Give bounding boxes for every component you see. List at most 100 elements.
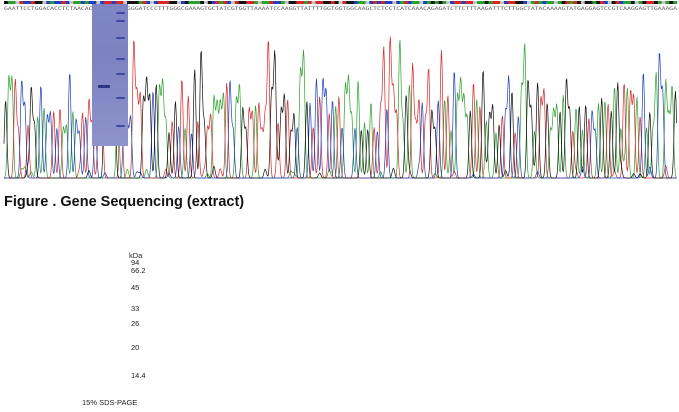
base-color-cell xyxy=(34,1,39,4)
base-color-cell xyxy=(484,1,489,4)
base-color-cell xyxy=(584,1,589,4)
base-color-cell xyxy=(338,1,343,4)
base-color-cell xyxy=(473,1,478,4)
base-color-cell xyxy=(327,1,332,4)
base-color-cell xyxy=(507,1,512,4)
base-color-cell xyxy=(515,1,520,4)
base-color-cell xyxy=(569,1,574,4)
base-color-cell xyxy=(557,1,562,4)
base-color-cell xyxy=(53,1,59,4)
base-color-cell xyxy=(388,1,393,4)
base-color-cell xyxy=(511,1,516,4)
base-color-cell xyxy=(403,1,409,4)
base-color-cell xyxy=(607,1,612,4)
base-color-cell xyxy=(519,1,524,4)
marker-band xyxy=(116,73,125,75)
base-color-cell xyxy=(4,1,9,4)
base-color-cell xyxy=(461,1,466,4)
base-color-cell xyxy=(323,1,328,4)
base-color-cell xyxy=(223,1,228,4)
base-color-cell xyxy=(427,1,432,4)
base-color-cell xyxy=(92,1,97,4)
marker-band xyxy=(116,20,125,22)
base-color-cell xyxy=(153,1,159,4)
base-color-cell xyxy=(653,1,659,4)
sds-page-gel-image xyxy=(92,4,128,146)
base-color-cell xyxy=(623,1,628,4)
base-color-cell xyxy=(380,1,386,4)
base-color-cell xyxy=(384,1,389,4)
base-color-cell xyxy=(261,1,266,4)
base-color-cell xyxy=(469,1,474,4)
base-color-cell xyxy=(296,1,301,4)
base-color-cell xyxy=(373,1,378,4)
base-color-cell xyxy=(73,1,78,4)
base-color-cell xyxy=(200,1,205,4)
base-color-cell xyxy=(350,1,355,4)
base-color-cell xyxy=(630,1,635,4)
base-color-cell xyxy=(15,1,20,4)
marker-band xyxy=(116,125,125,127)
base-color-cell xyxy=(453,1,459,4)
base-color-cell xyxy=(419,1,424,4)
marker-band xyxy=(116,37,125,39)
base-color-cell xyxy=(553,1,559,4)
base-color-cell xyxy=(430,1,436,4)
base-color-cell xyxy=(542,1,547,4)
base-color-strip xyxy=(4,1,678,4)
base-color-cell xyxy=(600,1,605,4)
sequencing-chromatogram: GAATTCCTGGACACCTCTAACACCTCTTCTTGGGGATCCC… xyxy=(3,1,678,179)
base-color-cell xyxy=(457,1,462,4)
base-color-cell xyxy=(465,1,470,4)
base-color-cell xyxy=(203,1,209,4)
base-color-cell xyxy=(669,1,674,4)
base-color-cell xyxy=(377,1,382,4)
base-color-cell xyxy=(123,1,128,4)
base-color-cell xyxy=(219,1,224,4)
base-color-cell xyxy=(61,1,66,4)
marker-label: 45 xyxy=(131,283,140,292)
base-color-cell xyxy=(665,1,670,4)
base-color-cell xyxy=(77,1,82,4)
base-color-cell xyxy=(415,1,420,4)
base-color-cell xyxy=(319,1,324,4)
figure-caption: Figure . Gene Sequencing (extract) xyxy=(4,194,245,210)
base-color-cell xyxy=(165,1,170,4)
base-color-cell xyxy=(157,1,162,4)
marker-label: 14.4 xyxy=(131,371,146,380)
base-color-cell xyxy=(592,1,597,4)
base-color-cell xyxy=(269,1,274,4)
base-color-cell xyxy=(561,1,566,4)
base-color-cell xyxy=(173,1,178,4)
base-color-cell xyxy=(242,1,247,4)
base-color-cell xyxy=(150,1,155,4)
base-color-cell xyxy=(650,1,655,4)
base-color-cell xyxy=(523,1,528,4)
base-color-cell xyxy=(80,1,86,4)
base-color-cell xyxy=(396,1,401,4)
base-color-cell xyxy=(138,1,143,4)
base-color-cell xyxy=(127,1,132,4)
base-color-cell xyxy=(369,1,374,4)
base-color-cell xyxy=(265,1,270,4)
base-color-cell xyxy=(400,1,405,4)
base-color-cell xyxy=(577,1,582,4)
base-color-cell xyxy=(103,1,109,4)
base-color-cell xyxy=(353,1,359,4)
base-color-cell xyxy=(411,1,416,4)
base-color-cell xyxy=(311,1,316,4)
protein-band xyxy=(98,85,110,88)
base-color-cell xyxy=(307,1,312,4)
base-color-cell xyxy=(361,1,366,4)
base-color-cell xyxy=(365,1,370,4)
trace-C xyxy=(4,52,677,179)
base-color-cell xyxy=(673,1,678,4)
base-color-cell xyxy=(477,1,482,4)
base-call-sequence: GAATTCCTGGACACCTCTAACACCTCTTCTTGGGGATCCC… xyxy=(4,6,677,12)
base-color-cell xyxy=(134,1,139,4)
base-color-cell xyxy=(7,1,12,4)
base-color-cell xyxy=(334,1,339,4)
base-color-cell xyxy=(50,1,55,4)
base-color-cell xyxy=(100,1,105,4)
gel-unit-label: kDa xyxy=(129,251,143,260)
